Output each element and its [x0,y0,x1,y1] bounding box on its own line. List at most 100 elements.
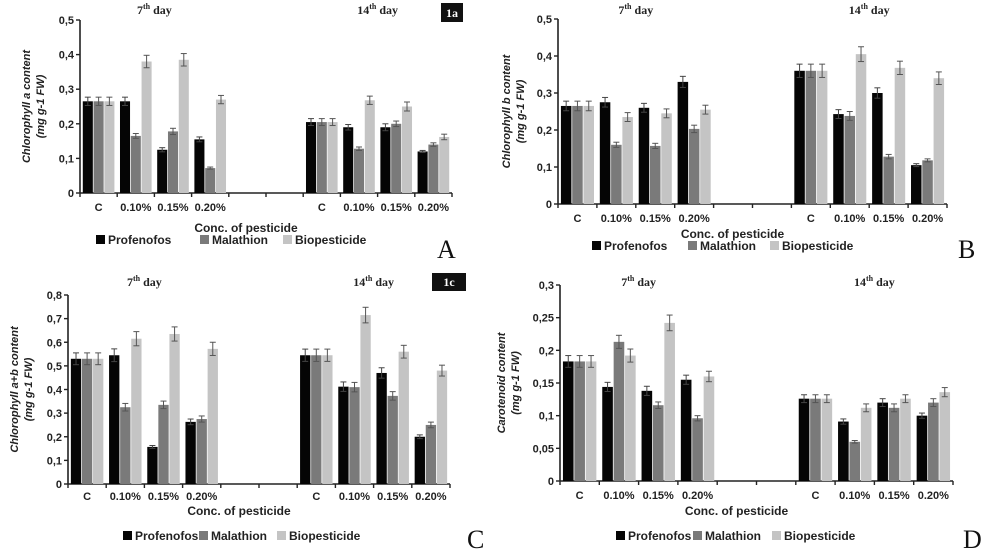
bar-profenofos [109,355,120,484]
y-tick-label: 0,25 [533,313,554,325]
bar-malathion [196,419,207,484]
chart-panel-d: 0 0,05 0,1 0,15 0,2 0,25 0,3 Carotenoid content… [496,274,982,551]
bar-biopesticide [855,54,867,205]
bar-profenofos [300,355,311,484]
panel-letter: D [963,525,982,551]
x-tick-label: 0.10% [110,491,141,503]
bar-malathion [130,135,141,193]
bar-biopesticide [207,348,218,484]
bar-profenofos [343,127,354,193]
bar-malathion [883,156,894,204]
y-tick-label: 0,2 [539,345,554,357]
y-tick-label: 0 [56,479,62,491]
group-title: 7th day [127,274,162,289]
bar-biopesticide [141,61,152,193]
legend-label-biopesticide: Biopesticide [782,239,854,253]
bar-malathion [688,128,700,204]
y-axis-label: Chlorophyll a+b content (mg g-1 FW) [9,325,35,453]
y-tick-label: 0,2 [59,119,74,131]
legend-label-profenofos: Profenofos [135,529,199,543]
bar-biopesticide [401,106,413,193]
bar-profenofos [305,122,317,193]
bar-profenofos [380,127,391,193]
x-tick-label: 0.15% [381,202,412,214]
x-tick-label: 0.20% [912,213,943,225]
bar-profenofos [798,398,810,481]
x-tick-label: C [573,213,581,225]
bar-malathion [387,395,398,484]
y-tick-label: 0,8 [47,290,62,302]
bar-biopesticide [104,101,115,193]
group-title: 7th day [621,274,656,289]
y-tick-label: 0,1 [47,455,62,467]
bar-malathion [844,115,856,204]
bar-malathion [928,402,939,481]
bar-biopesticide [894,67,906,204]
y-tick-label: 0 [546,199,552,211]
bar-malathion [311,355,322,484]
bar-malathion [391,123,402,193]
group-title: 14th day [353,274,394,289]
bar-profenofos [872,93,883,204]
x-tick-label: 0.15% [148,491,179,503]
y-tick-label: 0,1 [59,153,74,165]
y-tick-label: 0,2 [47,432,62,444]
bar-profenofos [414,436,425,484]
y-tick-label: 0,1 [537,162,552,174]
bar-biopesticide [860,407,872,481]
bar-profenofos [599,102,611,204]
bar-biopesticide [169,333,180,484]
y-tick-label: 0,3 [47,408,62,420]
legend-label-malathion: Malathion [705,529,761,543]
legend-label-malathion: Malathion [212,233,268,247]
bar-malathion [649,145,661,204]
bar-malathion [205,168,216,193]
x-axis-label: Conc. of pesticide [685,504,789,518]
bar-biopesticide [625,355,636,481]
bar-profenofos [916,415,928,481]
bar-malathion [349,387,360,484]
bar-malathion [922,160,933,204]
y-tick-label: 0,4 [47,385,63,397]
bar-profenofos [338,386,349,484]
y-tick-label: 0,4 [537,51,553,63]
bar-profenofos [877,402,888,481]
group-title: 7th day [618,2,653,17]
y-tick-label: 0,4 [59,50,75,62]
bar-malathion [888,407,900,481]
bar-profenofos [911,165,922,204]
chart-panel-a: 0 0,1 0,2 0,3 0,4 0,5 Chlorophyll a content (mg… [21,2,463,264]
y-tick-label: 0,3 [59,84,74,96]
bar-profenofos [82,101,93,193]
x-tick-label: C [318,202,326,214]
legend-swatch-malathion [199,531,208,540]
y-tick-label: 0,5 [59,15,74,27]
x-tick-label: 0.15% [878,490,909,502]
x-tick-label: 0.10% [839,490,870,502]
legend-swatch-profenofos [592,241,601,250]
x-tick-label: 0.10% [601,213,632,225]
bar-profenofos [119,101,131,193]
bar-biopesticide [700,109,711,204]
bar-malathion [652,405,664,481]
y-tick-label: 0,6 [47,337,62,349]
bar-malathion [316,122,327,193]
bar-biopesticide [664,322,675,481]
legend: Profenofos Malathion Biopesticide [616,529,856,543]
bar-malathion [611,144,622,204]
y-tick-label: 0,05 [533,443,554,455]
y-tick-label: 0,5 [537,14,552,26]
y-tick-label: 0 [548,476,554,488]
bar-malathion [425,424,437,484]
panel-letter: A [437,235,456,264]
x-tick-label: 0.10% [603,490,634,502]
y-tick-label: 0,7 [47,314,62,326]
x-tick-label: 0.20% [195,202,226,214]
bar-biopesticide [821,398,833,481]
legend-label-biopesticide: Biopesticide [289,529,361,543]
bar-profenofos [194,139,205,193]
bar-profenofos [147,446,158,484]
bar-profenofos [157,149,168,193]
legend-label-profenofos: Profenofos [108,233,172,247]
bar-biopesticide [398,351,409,484]
